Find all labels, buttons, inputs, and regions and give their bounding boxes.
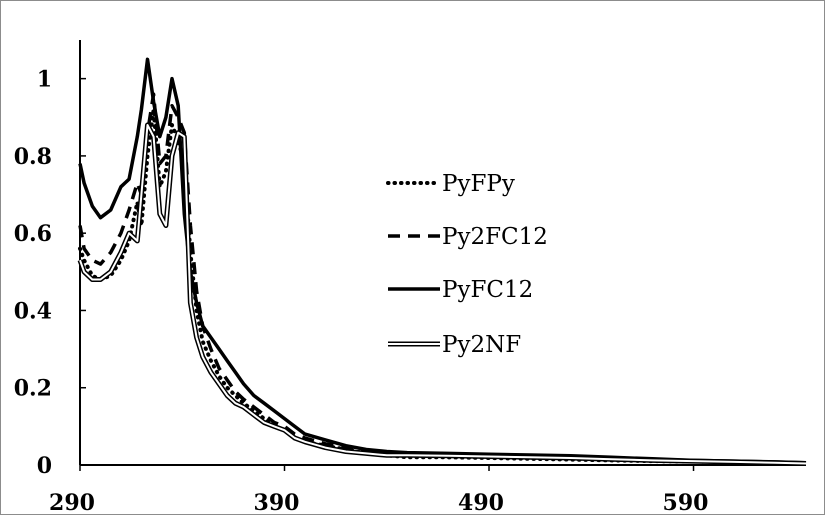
legend-label: Py2FC12 [442,224,548,250]
x-tick-label: 390 [254,490,300,515]
series-layer [77,57,808,466]
legend-label: PyFPy [442,171,515,197]
x-tick-label: 290 [49,490,95,515]
x-tick-label: 590 [663,490,709,515]
legend-item-pyfc12: PyFC12 [388,277,533,303]
legend-label: Py2NF [442,332,521,358]
legend-item-py2nf: Py2NF [388,332,521,358]
legend-item-pyfpy: PyFPy [386,171,515,197]
axes: 0 0.2 0.4 0.6 0.8 1 290 390 490 590 [14,40,806,515]
series-line-py2nf [77,122,807,466]
y-tick-label: 0.4 [14,298,52,324]
y-tick-label: 0 [37,453,52,479]
y-tick-label: 0.2 [14,376,52,402]
y-tick-label: 0.8 [14,144,52,170]
series-line-py2fc12 [78,92,807,465]
series-line-py2nf-inner [79,124,807,465]
legend: PyFPy Py2FC12 PyFC12 Py2NF [386,171,548,358]
y-tick-label: 0.6 [14,221,52,247]
x-tick-label: 490 [458,490,504,515]
legend-item-py2fc12: Py2FC12 [388,224,548,250]
y-tick-label: 1 [37,67,52,93]
legend-label: PyFC12 [442,277,533,303]
